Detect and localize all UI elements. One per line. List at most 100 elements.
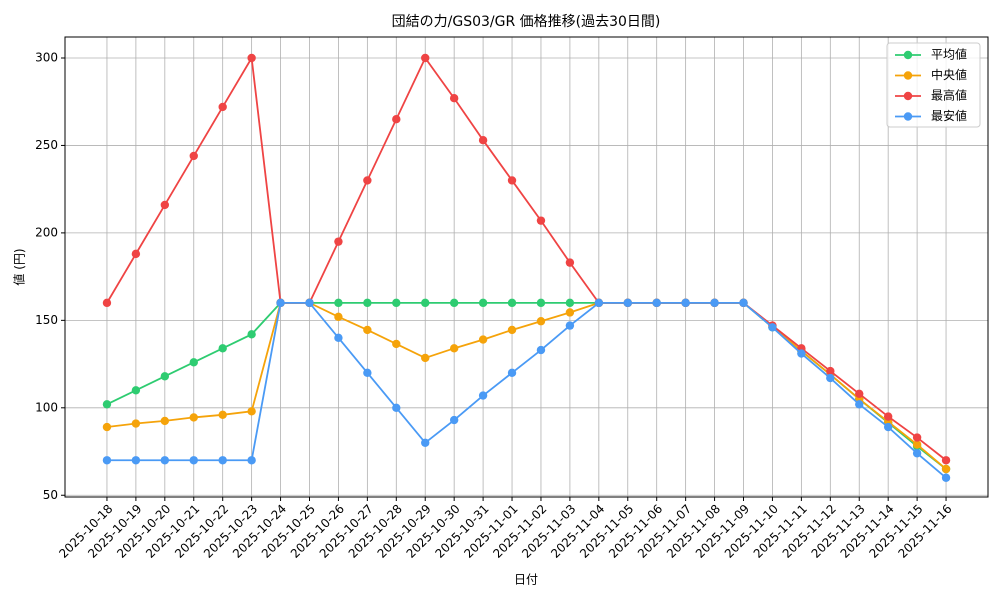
x-axis-label: 日付 xyxy=(514,573,538,587)
data-point xyxy=(160,372,170,381)
data-point xyxy=(507,325,517,335)
data-point xyxy=(363,298,372,308)
data-point xyxy=(218,456,227,465)
data-point xyxy=(247,407,256,416)
series-line xyxy=(106,301,947,470)
y-axis-label: 値 (円) xyxy=(12,248,27,285)
data-point xyxy=(565,298,575,308)
data-point xyxy=(449,298,459,308)
data-point xyxy=(334,237,343,246)
data-point xyxy=(392,115,401,124)
data-point xyxy=(536,298,546,308)
data-point xyxy=(536,216,546,225)
data-point xyxy=(247,53,256,63)
data-point xyxy=(131,249,141,259)
data-point xyxy=(855,389,864,399)
data-point xyxy=(478,135,488,145)
data-point xyxy=(247,330,256,339)
data-point xyxy=(536,317,546,326)
data-point xyxy=(912,449,922,458)
legend-label: 最安値 xyxy=(931,108,967,123)
data-point xyxy=(941,456,951,465)
data-point xyxy=(102,422,112,432)
y-tick-label: 100 xyxy=(35,400,58,414)
series-line xyxy=(106,55,947,461)
data-point xyxy=(305,298,314,308)
data-point xyxy=(131,386,141,395)
data-point xyxy=(392,298,401,308)
data-point xyxy=(826,373,835,383)
data-point xyxy=(276,298,285,308)
data-point xyxy=(160,416,170,426)
data-point xyxy=(247,456,256,465)
data-point xyxy=(594,298,604,308)
data-point xyxy=(449,415,459,425)
data-point xyxy=(334,333,343,343)
data-point xyxy=(768,323,777,332)
data-point xyxy=(421,298,430,308)
data-point xyxy=(652,298,661,308)
data-point xyxy=(131,419,141,428)
data-point xyxy=(912,433,922,442)
data-point xyxy=(855,400,864,409)
y-tick-label: 250 xyxy=(35,138,58,152)
data-point xyxy=(218,344,227,353)
legend-box xyxy=(886,42,981,128)
y-tick-label: 50 xyxy=(43,488,58,502)
data-point xyxy=(883,422,893,432)
data-point xyxy=(363,176,372,185)
data-point xyxy=(710,298,719,308)
data-point xyxy=(218,102,227,112)
data-point xyxy=(189,358,198,367)
chart-title: 団結の力/GS03/GR 価格推移(過去30日間) xyxy=(392,14,661,30)
data-point xyxy=(941,473,951,482)
series-line xyxy=(106,301,947,479)
data-point xyxy=(218,410,227,419)
legend-label: 中央値 xyxy=(931,67,967,82)
data-point xyxy=(478,391,488,400)
data-point xyxy=(131,456,141,465)
data-point xyxy=(160,456,170,465)
legend-label: 平均値 xyxy=(931,47,967,62)
legend-marker xyxy=(903,50,913,60)
data-point xyxy=(363,368,372,378)
y-tick-label: 200 xyxy=(35,225,58,239)
data-point xyxy=(507,176,517,185)
data-point xyxy=(189,413,198,422)
data-point xyxy=(449,344,459,353)
data-point xyxy=(102,298,112,308)
data-point xyxy=(536,345,546,355)
data-point xyxy=(797,349,806,358)
data-point xyxy=(883,412,893,421)
data-point xyxy=(941,464,951,474)
data-point xyxy=(334,298,343,308)
data-point xyxy=(912,440,922,449)
data-point xyxy=(160,200,170,210)
data-point xyxy=(826,366,835,376)
legend-marker xyxy=(903,112,913,121)
data-point xyxy=(739,298,748,308)
data-point xyxy=(478,335,488,344)
data-point xyxy=(507,368,517,378)
data-point xyxy=(363,325,372,335)
legend-marker xyxy=(903,91,913,101)
data-point xyxy=(421,353,430,363)
data-point xyxy=(421,438,430,447)
data-point xyxy=(565,258,575,267)
legend-label: 最高値 xyxy=(931,88,967,103)
data-point xyxy=(392,403,401,412)
y-tick-label: 150 xyxy=(35,313,58,327)
data-point xyxy=(507,298,517,308)
data-point xyxy=(681,298,690,308)
data-point xyxy=(102,456,112,465)
data-point xyxy=(565,308,575,317)
data-point xyxy=(565,321,575,330)
data-point xyxy=(334,312,343,322)
data-point xyxy=(189,151,198,161)
data-point xyxy=(392,339,401,349)
data-point xyxy=(102,400,112,409)
